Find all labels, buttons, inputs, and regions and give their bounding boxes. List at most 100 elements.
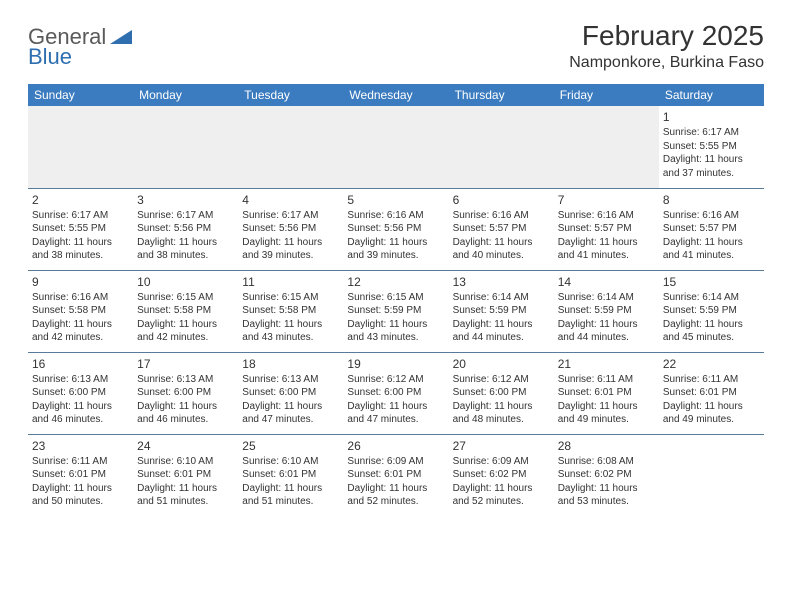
daylight-text: Daylight: 11 hours and 47 minutes. (242, 400, 339, 427)
calendar-day-cell: 4Sunrise: 6:17 AMSunset: 5:56 PMDaylight… (238, 188, 343, 270)
daylight-text: Daylight: 11 hours and 40 minutes. (453, 236, 550, 263)
sunrise-text: Sunrise: 6:17 AM (663, 126, 760, 140)
sunrise-text: Sunrise: 6:16 AM (663, 209, 760, 223)
day-number: 19 (347, 356, 444, 372)
calendar-day-cell: 25Sunrise: 6:10 AMSunset: 6:01 PMDayligh… (238, 434, 343, 516)
sunset-text: Sunset: 5:55 PM (32, 222, 129, 236)
daylight-text: Daylight: 11 hours and 38 minutes. (32, 236, 129, 263)
daylight-text: Daylight: 11 hours and 42 minutes. (137, 318, 234, 345)
day-number: 20 (453, 356, 550, 372)
month-title: February 2025 (569, 20, 764, 52)
sunrise-text: Sunrise: 6:12 AM (453, 373, 550, 387)
sunset-text: Sunset: 6:01 PM (558, 386, 655, 400)
calendar-day-cell: 22Sunrise: 6:11 AMSunset: 6:01 PMDayligh… (659, 352, 764, 434)
daylight-text: Daylight: 11 hours and 52 minutes. (347, 482, 444, 509)
sunrise-text: Sunrise: 6:13 AM (32, 373, 129, 387)
calendar-day-cell: 9Sunrise: 6:16 AMSunset: 5:58 PMDaylight… (28, 270, 133, 352)
sunset-text: Sunset: 5:56 PM (347, 222, 444, 236)
title-block: February 2025 Namponkore, Burkina Faso (569, 20, 764, 72)
daylight-text: Daylight: 11 hours and 44 minutes. (453, 318, 550, 345)
calendar-day-cell: 14Sunrise: 6:14 AMSunset: 5:59 PMDayligh… (554, 270, 659, 352)
weekday-header: Tuesday (238, 84, 343, 106)
sunrise-text: Sunrise: 6:15 AM (347, 291, 444, 305)
calendar-day-cell: 11Sunrise: 6:15 AMSunset: 5:58 PMDayligh… (238, 270, 343, 352)
sunset-text: Sunset: 6:01 PM (137, 468, 234, 482)
daylight-text: Daylight: 11 hours and 43 minutes. (347, 318, 444, 345)
calendar-day-cell: 2Sunrise: 6:17 AMSunset: 5:55 PMDaylight… (28, 188, 133, 270)
sunrise-text: Sunrise: 6:14 AM (663, 291, 760, 305)
day-number: 3 (137, 192, 234, 208)
day-number: 2 (32, 192, 129, 208)
sunrise-text: Sunrise: 6:14 AM (558, 291, 655, 305)
calendar-day-cell (449, 106, 554, 188)
calendar-day-cell: 17Sunrise: 6:13 AMSunset: 6:00 PMDayligh… (133, 352, 238, 434)
day-number: 23 (32, 438, 129, 454)
calendar-day-cell: 18Sunrise: 6:13 AMSunset: 6:00 PMDayligh… (238, 352, 343, 434)
sunset-text: Sunset: 5:57 PM (663, 222, 760, 236)
daylight-text: Daylight: 11 hours and 49 minutes. (663, 400, 760, 427)
sunset-text: Sunset: 6:02 PM (453, 468, 550, 482)
day-number: 11 (242, 274, 339, 290)
day-number: 4 (242, 192, 339, 208)
calendar-week-row: 16Sunrise: 6:13 AMSunset: 6:00 PMDayligh… (28, 352, 764, 434)
calendar-body: 1Sunrise: 6:17 AMSunset: 5:55 PMDaylight… (28, 106, 764, 516)
daylight-text: Daylight: 11 hours and 45 minutes. (663, 318, 760, 345)
sunset-text: Sunset: 5:57 PM (453, 222, 550, 236)
day-number: 17 (137, 356, 234, 372)
sunrise-text: Sunrise: 6:11 AM (32, 455, 129, 469)
sunset-text: Sunset: 5:56 PM (242, 222, 339, 236)
day-number: 10 (137, 274, 234, 290)
calendar-day-cell (28, 106, 133, 188)
day-number: 7 (558, 192, 655, 208)
calendar-day-cell: 3Sunrise: 6:17 AMSunset: 5:56 PMDaylight… (133, 188, 238, 270)
weekday-header: Friday (554, 84, 659, 106)
sunrise-text: Sunrise: 6:17 AM (137, 209, 234, 223)
sunset-text: Sunset: 5:56 PM (137, 222, 234, 236)
daylight-text: Daylight: 11 hours and 46 minutes. (32, 400, 129, 427)
weekday-header: Wednesday (343, 84, 448, 106)
sunset-text: Sunset: 5:58 PM (242, 304, 339, 318)
day-number: 1 (663, 109, 760, 125)
calendar-day-cell: 12Sunrise: 6:15 AMSunset: 5:59 PMDayligh… (343, 270, 448, 352)
calendar-day-cell: 16Sunrise: 6:13 AMSunset: 6:00 PMDayligh… (28, 352, 133, 434)
weekday-header: Saturday (659, 84, 764, 106)
daylight-text: Daylight: 11 hours and 51 minutes. (137, 482, 234, 509)
calendar-day-cell: 23Sunrise: 6:11 AMSunset: 6:01 PMDayligh… (28, 434, 133, 516)
sunset-text: Sunset: 6:02 PM (558, 468, 655, 482)
daylight-text: Daylight: 11 hours and 38 minutes. (137, 236, 234, 263)
day-number: 22 (663, 356, 760, 372)
sunset-text: Sunset: 5:59 PM (347, 304, 444, 318)
sunrise-text: Sunrise: 6:15 AM (242, 291, 339, 305)
sunrise-text: Sunrise: 6:13 AM (137, 373, 234, 387)
daylight-text: Daylight: 11 hours and 48 minutes. (453, 400, 550, 427)
sunrise-text: Sunrise: 6:12 AM (347, 373, 444, 387)
calendar-day-cell: 5Sunrise: 6:16 AMSunset: 5:56 PMDaylight… (343, 188, 448, 270)
calendar-week-row: 9Sunrise: 6:16 AMSunset: 5:58 PMDaylight… (28, 270, 764, 352)
sunset-text: Sunset: 5:59 PM (663, 304, 760, 318)
sunrise-text: Sunrise: 6:14 AM (453, 291, 550, 305)
calendar-day-cell: 19Sunrise: 6:12 AMSunset: 6:00 PMDayligh… (343, 352, 448, 434)
sunset-text: Sunset: 6:01 PM (32, 468, 129, 482)
calendar-day-cell: 10Sunrise: 6:15 AMSunset: 5:58 PMDayligh… (133, 270, 238, 352)
calendar-day-cell: 26Sunrise: 6:09 AMSunset: 6:01 PMDayligh… (343, 434, 448, 516)
daylight-text: Daylight: 11 hours and 51 minutes. (242, 482, 339, 509)
sunrise-text: Sunrise: 6:17 AM (242, 209, 339, 223)
calendar-day-cell (554, 106, 659, 188)
calendar-day-cell: 6Sunrise: 6:16 AMSunset: 5:57 PMDaylight… (449, 188, 554, 270)
sunset-text: Sunset: 6:01 PM (242, 468, 339, 482)
calendar-week-row: 1Sunrise: 6:17 AMSunset: 5:55 PMDaylight… (28, 106, 764, 188)
calendar-day-cell (343, 106, 448, 188)
day-number: 9 (32, 274, 129, 290)
daylight-text: Daylight: 11 hours and 44 minutes. (558, 318, 655, 345)
sunset-text: Sunset: 5:59 PM (558, 304, 655, 318)
sunset-text: Sunset: 6:00 PM (137, 386, 234, 400)
location: Namponkore, Burkina Faso (569, 54, 764, 72)
day-number: 27 (453, 438, 550, 454)
sunrise-text: Sunrise: 6:10 AM (242, 455, 339, 469)
calendar-day-cell: 7Sunrise: 6:16 AMSunset: 5:57 PMDaylight… (554, 188, 659, 270)
daylight-text: Daylight: 11 hours and 42 minutes. (32, 318, 129, 345)
day-number: 21 (558, 356, 655, 372)
weekday-header: Sunday (28, 84, 133, 106)
sunset-text: Sunset: 6:01 PM (663, 386, 760, 400)
daylight-text: Daylight: 11 hours and 41 minutes. (558, 236, 655, 263)
